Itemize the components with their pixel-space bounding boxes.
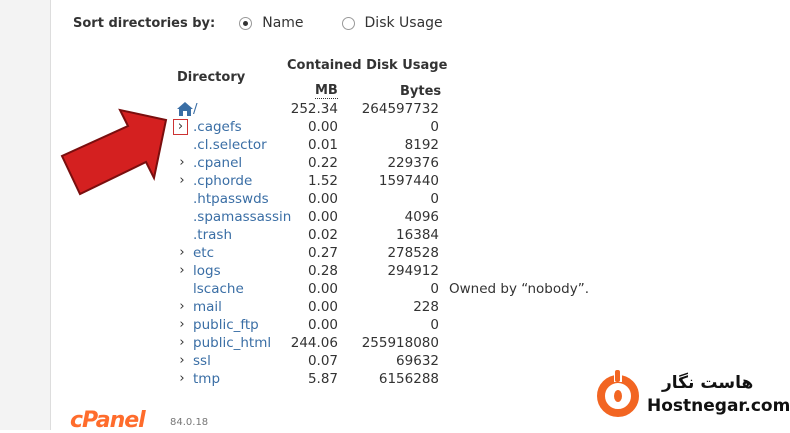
sort-label: Sort directories by: [73,15,216,31]
expand-chevron-icon[interactable]: › [179,317,185,332]
size-bytes: 0 [430,119,439,135]
size-bytes: 264597732 [361,101,439,117]
size-mb: 0.22 [307,155,338,171]
header-contained: Contained Disk Usage [287,58,448,73]
size-mb: 0.07 [307,353,338,369]
expand-chevron-icon[interactable]: › [179,353,185,368]
watermark-en: Hostnegar.com [647,396,790,416]
directory-link[interactable]: public_html [193,335,272,351]
size-bytes: 294912 [387,263,439,279]
size-bytes: 228 [413,299,439,315]
table-row: › .cagefs 0.00 0 [170,118,442,136]
directory-link[interactable]: .htpasswds [193,191,269,207]
size-bytes: 0 [430,317,439,333]
hostnegar-logo-icon [597,368,639,417]
size-mb: 0.01 [307,137,338,153]
header-bytes: Bytes [400,84,442,99]
table-row: › etc 0.27 278528 [170,244,442,262]
table-row: › .cpanel 0.22 229376 [170,154,442,172]
table-row: .spamassassin 0.00 4096 [170,208,442,226]
size-mb: 0.00 [307,317,338,333]
size-mb: 5.87 [307,371,338,387]
table-row: .htpasswds 0.00 0 [170,190,442,208]
size-mb: 0.28 [307,263,338,279]
size-bytes: 255918080 [361,335,439,351]
table-row: › .cphorde 1.52 1597440 [170,172,442,190]
directory-link[interactable]: .cl.selector [193,137,267,153]
radio-disk-usage[interactable] [341,16,355,30]
table-row: .cl.selector 0.01 8192 [170,136,442,154]
directory-link[interactable]: public_ftp [193,317,259,333]
radio-label: Disk Usage [364,15,443,31]
red-arrow-annotation [60,108,168,196]
directory-link[interactable]: .cagefs [193,119,242,135]
directory-link[interactable]: .trash [193,227,232,243]
table-row: › logs 0.28 294912 [170,262,442,280]
cpanel-version: 84.0.18 [170,417,209,428]
radio-name[interactable] [239,16,253,30]
size-bytes: 4096 [404,209,439,225]
directory-link[interactable]: etc [193,245,215,261]
cpanel-logo: cPanel [70,408,146,433]
watermark-fa: هاست نگار [662,373,754,393]
expand-chevron-icon[interactable]: › [179,155,185,170]
size-mb: 0.00 [307,119,338,135]
header-mb: MB [315,83,338,99]
size-mb: 252.34 [290,101,338,117]
left-sidebar-strip [0,0,51,430]
expand-chevron-icon[interactable]: › [179,173,185,188]
directory-link[interactable]: .cpanel [193,155,243,171]
radio-label: Name [262,15,304,31]
size-mb: 0.00 [307,299,338,315]
table-row: › public_html 244.06 255918080 [170,334,442,352]
size-mb: 244.06 [290,335,338,351]
table-row: › mail 0.00 228 [170,298,442,316]
directory-link[interactable]: mail [193,299,222,315]
size-mb: 0.00 [307,209,338,225]
expand-chevron-icon[interactable]: › [179,371,185,386]
size-bytes: 0 [430,191,439,207]
expand-chevron-icon[interactable]: › [173,119,188,135]
header-directory: Directory [177,70,246,85]
table-row: lscache 0.00 0 [170,280,442,298]
size-mb: 0.02 [307,227,338,243]
owner-note: Owned by “nobody”. [449,281,589,297]
size-bytes: 69632 [396,353,439,369]
table-row: › tmp 5.87 6156288 [170,370,442,388]
directory-link[interactable]: / [193,101,198,117]
size-bytes: 8192 [404,137,439,153]
size-mb: 0.27 [307,245,338,261]
size-bytes: 0 [430,281,439,297]
sort-controls: Sort directories by: Name Disk Usage [73,15,481,31]
expand-chevron-icon[interactable]: › [179,245,185,260]
home-icon[interactable] [177,102,193,116]
table-row: .trash 0.02 16384 [170,226,442,244]
size-bytes: 229376 [387,155,439,171]
size-bytes: 1597440 [378,173,439,189]
size-bytes: 6156288 [378,371,439,387]
table-row: › ssl 0.07 69632 [170,352,442,370]
table-row: / 252.34 264597732 [170,100,442,118]
size-mb: 1.52 [307,173,338,189]
expand-chevron-icon[interactable]: › [179,263,185,278]
size-mb: 0.00 [307,191,338,207]
expand-chevron-icon[interactable]: › [179,335,185,350]
directory-link[interactable]: tmp [193,371,221,387]
sort-option-disk-usage[interactable]: Disk Usage [341,15,443,31]
size-bytes: 16384 [396,227,439,243]
table-row: › public_ftp 0.00 0 [170,316,442,334]
directory-link[interactable]: .spamassassin [193,209,292,225]
size-mb: 0.00 [307,281,338,297]
directory-link[interactable]: logs [193,263,221,279]
expand-chevron-icon[interactable]: › [179,299,185,314]
sort-option-name[interactable]: Name [239,15,304,31]
directory-link[interactable]: ssl [193,353,211,369]
directory-link[interactable]: .cphorde [193,173,253,189]
size-bytes: 278528 [387,245,439,261]
directory-link[interactable]: lscache [193,281,244,297]
